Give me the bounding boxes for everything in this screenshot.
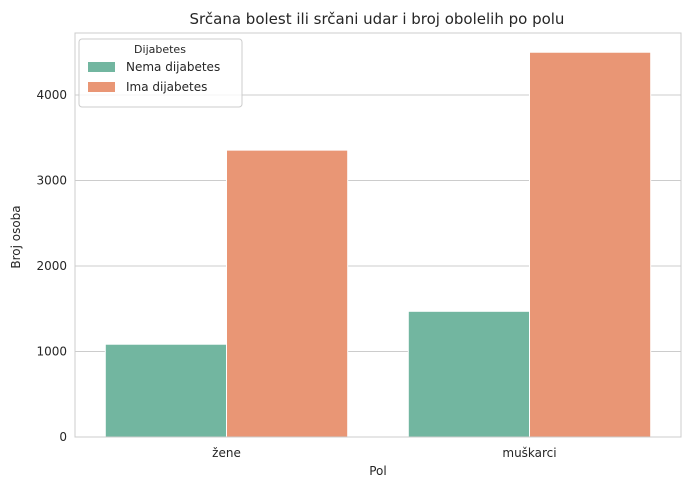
legend-label: Nema dijabetes	[126, 60, 220, 74]
plot-border	[74, 32, 682, 438]
legend-title: Dijabetes	[134, 43, 186, 56]
legend-items: Nema dijabetes Ima dijabetes	[88, 60, 220, 94]
x-axis-ticks: žene muškarci	[212, 446, 556, 460]
y-axis-ticks: 0 1000 2000 3000 4000	[36, 88, 67, 444]
x-tick-label: žene	[212, 446, 241, 460]
bar-no-diabetes	[407, 310, 530, 438]
legend-box	[78, 38, 243, 108]
bar-no-diabetes	[104, 343, 227, 438]
y-tick-label: 2000	[36, 259, 67, 273]
legend-label: Ima dijabetes	[126, 80, 207, 94]
legend: Dijabetes Nema dijabetes Ima dijabetes	[78, 38, 243, 108]
y-axis-label: Broj osoba	[9, 205, 23, 268]
y-tick-label: 3000	[36, 173, 67, 187]
x-tick-label: muškarci	[502, 446, 556, 460]
y-tick-label: 4000	[36, 88, 67, 102]
legend-swatch	[88, 82, 115, 92]
bars	[104, 51, 652, 438]
y-tick-label: 0	[59, 430, 67, 444]
legend-swatch	[88, 62, 115, 72]
x-axis-label: Pol	[369, 464, 386, 478]
y-tick-label: 1000	[36, 344, 67, 358]
plot-frame	[74, 32, 682, 438]
chart-title: Srčana bolest ili srčani udar i broj obo…	[190, 10, 565, 28]
bar-diabetes	[529, 51, 652, 438]
bar-diabetes	[226, 149, 349, 438]
